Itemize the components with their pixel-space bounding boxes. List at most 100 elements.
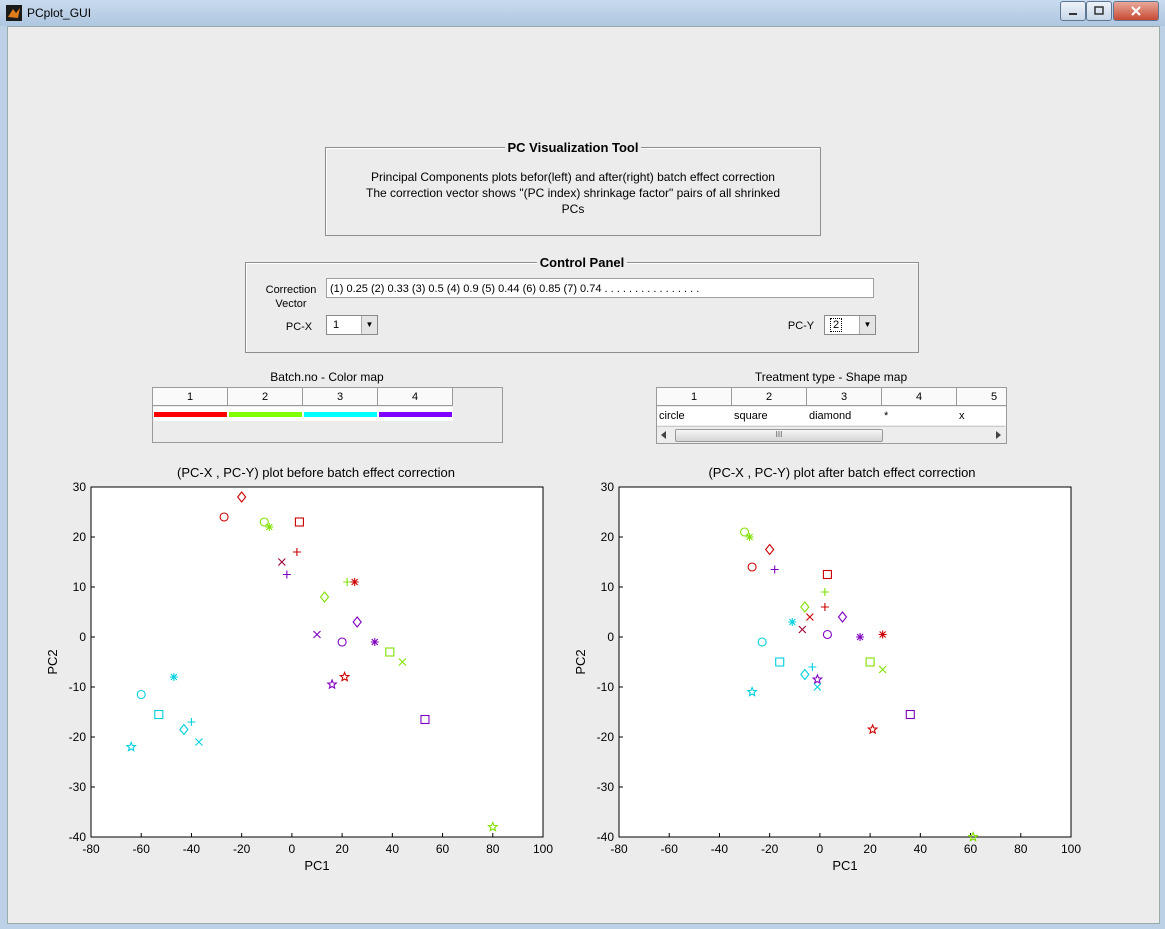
info-line-1: Principal Components plots befor(left) a… xyxy=(371,170,775,184)
y-tick-label: -10 xyxy=(597,680,615,694)
pcy-label: PC-Y xyxy=(787,320,815,332)
scroll-right-icon[interactable] xyxy=(993,430,1003,440)
data-point-square xyxy=(294,517,304,527)
shape-cell[interactable]: diamond xyxy=(807,407,882,425)
y-tick-label: 20 xyxy=(73,530,87,544)
shape-col-header[interactable]: 2 xyxy=(732,388,807,406)
x-tick-label: 20 xyxy=(335,842,349,856)
correction-vector-label: Correction Vector xyxy=(260,283,322,311)
data-point-asterisk xyxy=(370,638,379,646)
data-point-x xyxy=(798,625,807,634)
pcy-dropdown[interactable]: 2 ▼ xyxy=(824,315,876,335)
data-point-asterisk xyxy=(878,630,887,639)
data-point-x xyxy=(398,658,407,666)
y-tick-label: -20 xyxy=(597,730,615,744)
data-point-circle xyxy=(259,517,269,527)
correction-vector-field[interactable]: (1) 0.25 (2) 0.33 (3) 0.5 (4) 0.9 (5) 0.… xyxy=(326,278,874,298)
data-point-plus xyxy=(820,603,829,611)
data-point-diamond xyxy=(800,668,810,681)
data-point-plus xyxy=(282,570,291,579)
data-point-x xyxy=(277,558,286,566)
data-point-plus xyxy=(187,718,196,726)
color-map-caption: Batch.no - Color map xyxy=(270,370,384,384)
shape-col-header[interactable]: 3 xyxy=(807,388,882,406)
color-col-header[interactable]: 2 xyxy=(228,388,303,406)
data-point-asterisk xyxy=(745,533,754,541)
data-point-x xyxy=(195,738,203,746)
pcx-dropdown[interactable]: 1 ▼ xyxy=(326,315,378,335)
data-point-star xyxy=(746,686,758,697)
y-tick-label: -40 xyxy=(597,830,615,844)
figure-area: PC Visualization Tool Principal Componen… xyxy=(7,26,1160,924)
data-point-star xyxy=(811,673,824,685)
horizontal-scrollbar[interactable]: III xyxy=(657,426,1005,443)
maximize-button[interactable] xyxy=(1086,1,1112,21)
x-tick-label: 40 xyxy=(386,842,400,856)
y-tick-label: -20 xyxy=(69,730,87,744)
shape-cell[interactable]: square xyxy=(732,407,807,425)
x-tick-label: -40 xyxy=(183,842,201,856)
x-tick-label: -20 xyxy=(233,842,251,856)
data-point-diamond xyxy=(837,611,848,623)
data-point-square xyxy=(385,647,395,657)
x-tick-label: -80 xyxy=(610,842,628,856)
data-point-square xyxy=(775,657,785,667)
data-point-plus xyxy=(820,588,829,596)
shape-map-caption: Treatment type - Shape map xyxy=(754,370,908,384)
data-point-star xyxy=(326,678,338,690)
data-point-plus xyxy=(292,548,301,556)
color-swatch-3 xyxy=(304,412,377,417)
color-map-table: 1 2 3 4 xyxy=(152,387,503,443)
data-point-x xyxy=(313,630,321,639)
control-panel-title: Control Panel xyxy=(536,255,628,270)
data-point-circle xyxy=(136,689,146,700)
data-point-asterisk xyxy=(350,578,359,586)
pcx-label: PC-X xyxy=(285,321,313,333)
y-tick-label: -10 xyxy=(69,680,87,694)
chevron-down-icon[interactable]: ▼ xyxy=(859,316,875,334)
data-point-square xyxy=(154,709,164,720)
shape-cell[interactable]: x xyxy=(957,407,1006,425)
scroll-left-icon[interactable] xyxy=(659,430,669,440)
shape-col-header[interactable]: 1 xyxy=(657,388,732,406)
left-scatter-plot[interactable]: -80 -60 -40 -20 0 20 40 60 80 1003020100-10-20-30… xyxy=(38,482,578,882)
right-scatter-plot[interactable]: -80 -60 -40 -20 0 20 40 60 80 1003020100-10-20-30… xyxy=(566,482,1106,882)
info-description: Principal Components plots befor(left) a… xyxy=(342,169,804,217)
color-swatch-4 xyxy=(379,412,452,417)
data-point-diamond xyxy=(800,601,810,613)
x-tick-label: 80 xyxy=(486,842,500,856)
x-tick-label: 0 xyxy=(289,842,296,856)
shape-cell[interactable]: * xyxy=(882,407,957,425)
data-point-asterisk xyxy=(265,523,274,531)
data-point-circle xyxy=(740,527,750,537)
chevron-down-icon[interactable]: ▼ xyxy=(361,316,377,334)
close-button[interactable] xyxy=(1113,1,1159,21)
shape-cell[interactable]: circle xyxy=(657,407,732,425)
x-tick-label: 20 xyxy=(863,842,877,856)
y-tick-label: -40 xyxy=(69,830,87,844)
data-point-plus xyxy=(808,663,817,671)
color-col-header[interactable]: 1 xyxy=(153,388,228,406)
y-tick-label: 10 xyxy=(601,580,615,594)
x-tick-label: -60 xyxy=(661,842,679,856)
shape-col-header[interactable]: 5 xyxy=(957,388,1006,406)
info-line-2: The correction vector shows "(PC index) … xyxy=(365,186,781,200)
x-axis-label: PC1 xyxy=(304,858,329,873)
color-col-header[interactable]: 4 xyxy=(378,388,453,406)
scroll-thumb[interactable]: III xyxy=(675,429,883,442)
matlab-icon xyxy=(6,5,22,21)
y-tick-label: 20 xyxy=(601,530,615,544)
data-point-asterisk xyxy=(169,673,178,681)
title-bar[interactable]: PCplot_GUI xyxy=(0,0,1165,26)
color-row[interactable] xyxy=(153,407,453,421)
data-point-x xyxy=(813,683,822,691)
info-panel-title: PC Visualization Tool xyxy=(504,140,642,155)
color-col-header[interactable]: 3 xyxy=(303,388,378,406)
y-tick-label: 0 xyxy=(607,630,614,644)
shape-col-header[interactable]: 4 xyxy=(882,388,957,406)
y-tick-label: 0 xyxy=(79,630,86,644)
data-point-square xyxy=(822,569,832,580)
window-title: PCplot_GUI xyxy=(27,6,92,20)
minimize-button[interactable] xyxy=(1060,1,1086,21)
